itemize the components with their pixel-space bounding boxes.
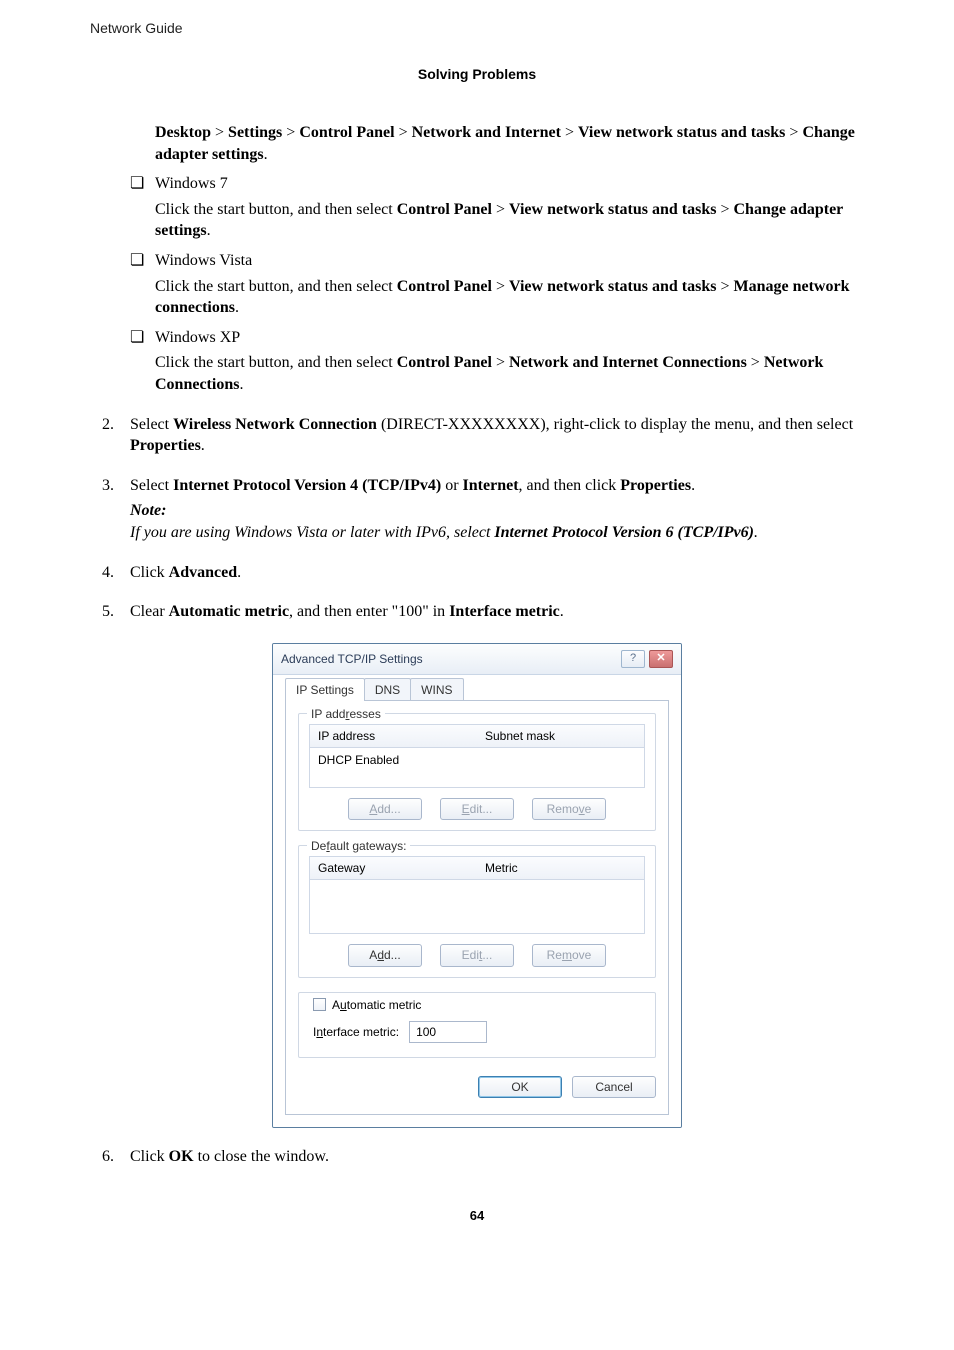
bullet-item: ❏Windows Vista — [130, 250, 884, 272]
ip-list-body[interactable]: DHCP Enabled — [309, 748, 645, 788]
ip-remove-button[interactable]: Remove — [532, 798, 606, 820]
interface-metric-label: Interface metric: — [313, 1024, 399, 1040]
content-body: Desktop > Settings > Control Panel > Net… — [70, 122, 884, 1168]
page-number: 64 — [70, 1208, 884, 1223]
automatic-metric-checkbox[interactable] — [313, 998, 326, 1011]
note-label: Note: — [130, 500, 884, 522]
bullet-item: ❏Windows XP — [130, 327, 884, 349]
cancel-button[interactable]: Cancel — [572, 1076, 656, 1098]
bullet-item: ❏Windows 7 — [130, 173, 884, 195]
ip-add-button[interactable]: Add... — [348, 798, 422, 820]
step-item: 2.Select Wireless Network Connection (DI… — [102, 414, 884, 457]
bullet-body: Click the start button, and then select … — [155, 276, 884, 319]
doc-header-center: Solving Problems — [70, 66, 884, 82]
group-ip-addresses: IP addresses IP address Subnet mask DHCP… — [298, 713, 656, 831]
tab-strip: IP Settings DNS WINS — [285, 678, 669, 701]
ip-row-dhcp: DHCP Enabled — [318, 753, 399, 767]
dialog-titlebar: Advanced TCP/IP Settings ? ✕ — [273, 644, 681, 675]
automatic-metric-label: Automatic metric — [332, 997, 421, 1013]
doc-header-left: Network Guide — [90, 20, 884, 36]
gw-list-body[interactable] — [309, 880, 645, 934]
tab-ip-settings[interactable]: IP Settings — [285, 678, 365, 701]
group-default-gateways: Default gateways: Gateway Metric Add... … — [298, 845, 656, 977]
tab-dns[interactable]: DNS — [364, 678, 411, 701]
tab-panel: IP addresses IP address Subnet mask DHCP… — [285, 700, 669, 1115]
gw-edit-button[interactable]: Edit... — [440, 944, 514, 966]
step-item: 6.Click OK to close the window. — [102, 1146, 884, 1168]
legend-default-gateways: Default gateways: — [307, 838, 410, 854]
step-item: 3.Select Internet Protocol Version 4 (TC… — [102, 475, 884, 497]
note-body: If you are using Windows Vista or later … — [130, 522, 884, 544]
tab-wins[interactable]: WINS — [410, 678, 463, 701]
ip-edit-button[interactable]: Edit... — [440, 798, 514, 820]
gw-list-header: Gateway Metric — [309, 856, 645, 880]
step-item: 5.Clear Automatic metric, and then enter… — [102, 601, 884, 623]
gw-add-button[interactable]: Add... — [348, 944, 422, 966]
close-button[interactable]: ✕ — [649, 650, 673, 668]
dialog-title: Advanced TCP/IP Settings — [281, 651, 617, 667]
ip-list-header: IP address Subnet mask — [309, 724, 645, 748]
bullet-body: Click the start button, and then select … — [155, 352, 884, 395]
gw-remove-button[interactable]: Remove — [532, 944, 606, 966]
col-subnet-mask: Subnet mask — [477, 725, 644, 747]
step-item: 4.Click Advanced. — [102, 562, 884, 584]
group-metric: Automatic metric Interface metric: 100 — [298, 992, 656, 1058]
ok-button[interactable]: OK — [478, 1076, 562, 1098]
intro-line: Desktop > Settings > Control Panel > Net… — [155, 122, 884, 165]
legend-ip-addresses: IP addresses — [307, 706, 385, 722]
interface-metric-input[interactable]: 100 — [409, 1021, 487, 1043]
col-gateway: Gateway — [310, 857, 477, 879]
bullet-body: Click the start button, and then select … — [155, 199, 884, 242]
col-ip-address: IP address — [310, 725, 477, 747]
tcpip-dialog: Advanced TCP/IP Settings ? ✕ IP Settings… — [272, 643, 682, 1129]
help-button[interactable]: ? — [621, 650, 645, 668]
col-metric: Metric — [477, 857, 644, 879]
